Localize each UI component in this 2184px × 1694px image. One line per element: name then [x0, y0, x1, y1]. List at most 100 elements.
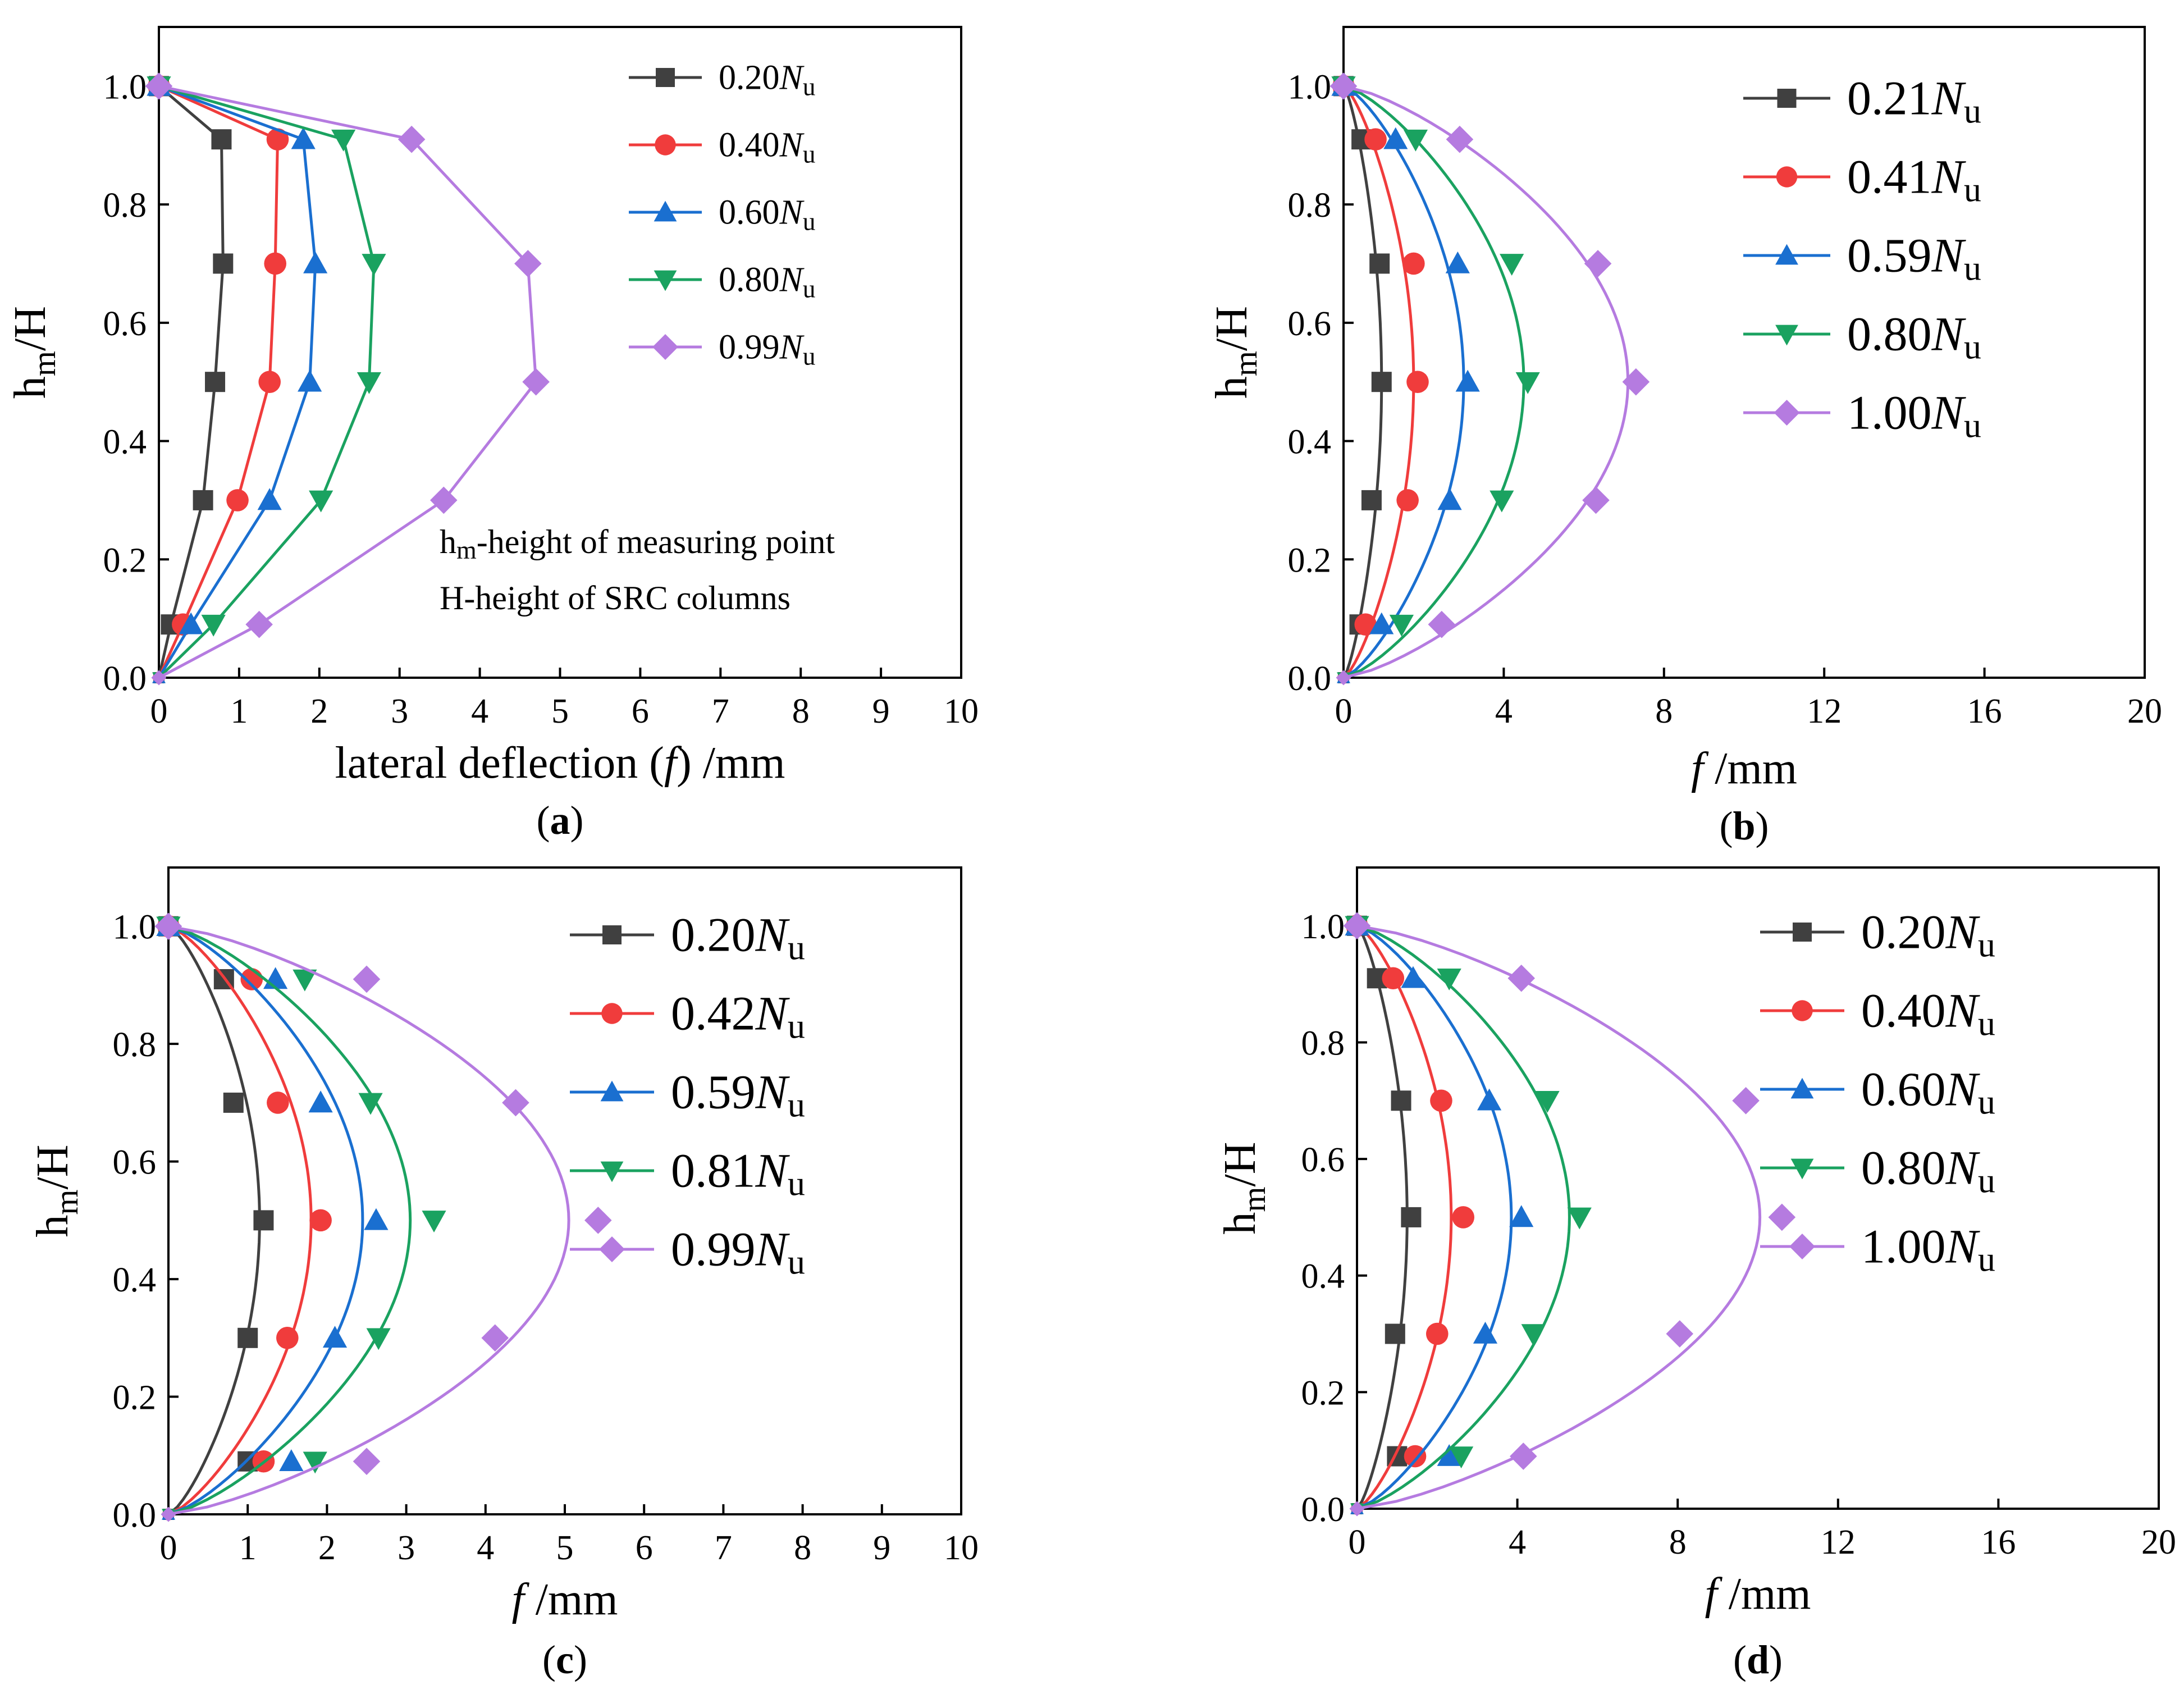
- legend-var: N: [1931, 385, 1967, 439]
- legend-entry: 0.59Nu: [570, 1065, 805, 1124]
- data-point: [223, 1092, 244, 1113]
- x-tick-label: 20: [2127, 692, 2162, 730]
- data-point: [1449, 1446, 1474, 1469]
- legend-var: N: [779, 58, 805, 97]
- data-point: [151, 670, 167, 686]
- legend-label: 0.59Nu: [671, 1065, 805, 1124]
- y-tick-label: 0.6: [1301, 1141, 1345, 1179]
- legend-entry: 0.99Nu: [629, 328, 815, 370]
- data-point: [1364, 128, 1387, 150]
- legend-sub: u: [1978, 1083, 1995, 1121]
- legend-num: 0.21: [1847, 71, 1932, 125]
- x-tick-label: 0: [1349, 1523, 1366, 1561]
- caption-letter: b: [1733, 803, 1755, 848]
- y-tick-label: 0.6: [113, 1144, 157, 1182]
- x-tick-label: 3: [391, 692, 408, 730]
- series-0: [158, 916, 274, 1520]
- data-point: [161, 1506, 176, 1522]
- panel-caption: (d): [1733, 1637, 1783, 1682]
- data-point: [322, 1326, 348, 1348]
- legend-var: N: [1945, 983, 1981, 1037]
- data-point: [584, 1207, 612, 1234]
- legend-marker: [1776, 166, 1798, 188]
- data-point: [1500, 254, 1524, 276]
- series-line: [1356, 924, 1762, 1510]
- y-axis-label-sub: m: [1236, 1186, 1272, 1212]
- x-axis-label: f /mm: [512, 1575, 618, 1624]
- data-point: [422, 1211, 446, 1232]
- x-tick-label: 16: [1967, 692, 2002, 730]
- legend-marker: [1790, 1158, 1814, 1180]
- panel-caption: (a): [537, 798, 584, 843]
- annotation-main: h: [440, 523, 456, 560]
- data-point: [1329, 72, 1358, 100]
- legend-sub: u: [788, 1086, 805, 1124]
- data-point: [1428, 610, 1456, 638]
- legend-entry: 0.41Nu: [1743, 149, 1981, 209]
- legend-var: N: [755, 907, 791, 961]
- data-point: [253, 1210, 274, 1231]
- y-axis-label-rest: /H: [1207, 306, 1257, 351]
- data-point: [1732, 1086, 1760, 1115]
- data-point: [1521, 1324, 1546, 1346]
- legend-num: 0.80: [1861, 1140, 1946, 1194]
- y-axis-label-main: h: [1216, 1212, 1265, 1235]
- series-line: [157, 85, 317, 679]
- y-axis-label-main: h: [1207, 376, 1257, 399]
- data-point: [366, 1328, 391, 1350]
- x-axis-label: lateral deflection (f) /mm: [335, 738, 785, 788]
- legend-marker: [656, 68, 675, 87]
- x-tick-label: 9: [873, 1529, 890, 1567]
- legend-marker: [600, 1161, 624, 1182]
- data-point: [1509, 1205, 1534, 1227]
- x-tick-label: 0: [150, 692, 168, 730]
- x-tick-label: 4: [1495, 692, 1513, 730]
- legend-marker: [1793, 923, 1812, 942]
- data-point: [1426, 1322, 1449, 1345]
- y-tick-label: 0.8: [1301, 1024, 1345, 1062]
- legend-label: 0.41Nu: [1847, 149, 1981, 209]
- legend-sub: u: [1964, 249, 1981, 287]
- legend-sub: u: [1964, 407, 1981, 445]
- series-line: [1355, 925, 1409, 1510]
- annotation-sub: m: [456, 536, 477, 564]
- legend-sub: u: [803, 342, 816, 370]
- data-point: [1437, 968, 1461, 990]
- series-line: [168, 925, 412, 1516]
- data-point: [298, 369, 322, 392]
- legend-entry: 0.40Nu: [1760, 983, 1995, 1043]
- legend-marker: [654, 270, 677, 291]
- y-axis-label: hm/H: [1207, 306, 1264, 399]
- x-tick-label: 6: [632, 692, 649, 730]
- data-point: [1361, 490, 1382, 510]
- legend-num: 0.40: [719, 126, 780, 164]
- legend-var: N: [1945, 905, 1981, 958]
- legend-entry: 0.59Nu: [1743, 228, 1981, 287]
- legend-marker: [600, 1080, 624, 1102]
- data-point: [266, 128, 289, 150]
- legend-var: N: [1931, 71, 1967, 125]
- data-point: [145, 72, 173, 100]
- x-tick-label: 8: [794, 1529, 811, 1567]
- legend-label: 0.99Nu: [719, 328, 815, 370]
- legend-var: N: [755, 1143, 791, 1197]
- data-point: [193, 490, 213, 510]
- y-tick-label: 1.0: [1288, 68, 1332, 106]
- data-point: [1343, 912, 1371, 940]
- legend-entry: 1.00Nu: [1760, 1219, 1995, 1279]
- legend-entry: 0.60Nu: [1760, 1062, 1995, 1121]
- data-point: [353, 1448, 381, 1476]
- x-tick-label: 5: [556, 1529, 574, 1567]
- data-point: [1437, 1444, 1461, 1466]
- x-tick-label: 8: [1669, 1523, 1687, 1561]
- data-point: [1382, 967, 1405, 990]
- annotation-main: H-height of SRC columns: [440, 579, 791, 617]
- data-point: [364, 1208, 389, 1230]
- legend-var: N: [1945, 1219, 1981, 1273]
- data-point: [362, 254, 386, 276]
- data-point: [430, 486, 458, 514]
- x-tick-label: 9: [872, 692, 890, 730]
- caption-letter: c: [556, 1637, 574, 1682]
- legend-entry: 0.21Nu: [1743, 71, 1981, 130]
